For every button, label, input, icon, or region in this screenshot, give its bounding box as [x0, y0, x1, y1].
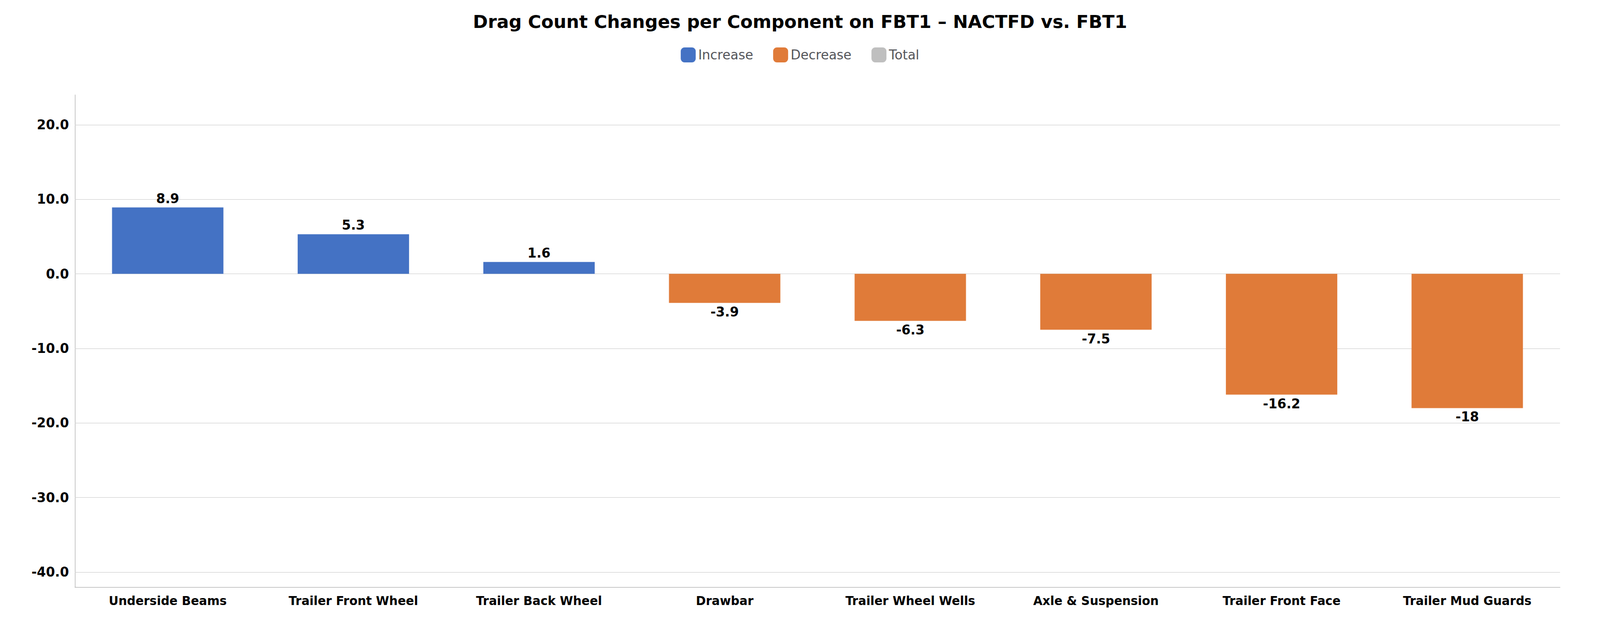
svg-text:Drawbar: Drawbar [695, 594, 754, 609]
svg-text:Total: Total [888, 47, 920, 63]
svg-text:10.0: 10.0 [36, 191, 69, 207]
svg-text:Underside Beams: Underside Beams [108, 594, 227, 609]
svg-text:Trailer Front Wheel: Trailer Front Wheel [288, 594, 418, 609]
svg-text:0.0: 0.0 [45, 266, 69, 282]
svg-text:Trailer Wheel Wells: Trailer Wheel Wells [845, 594, 976, 609]
svg-text:Trailer Mud Guards: Trailer Mud Guards [1402, 594, 1532, 609]
svg-text:-7.5: -7.5 [1081, 331, 1111, 347]
svg-text:Increase: Increase [698, 47, 754, 63]
svg-text:-30.0: -30.0 [31, 490, 69, 506]
svg-text:8.9: 8.9 [156, 191, 180, 207]
svg-text:Drag Count Changes per Compone: Drag Count Changes per Component on FBT1… [472, 11, 1128, 32]
svg-text:-20.0: -20.0 [31, 415, 69, 431]
svg-text:1.6: 1.6 [527, 245, 551, 261]
svg-text:Trailer Back Wheel: Trailer Back Wheel [475, 594, 602, 609]
svg-text:Decrease: Decrease [790, 47, 852, 63]
svg-text:5.3: 5.3 [342, 217, 366, 233]
svg-text:20.0: 20.0 [36, 117, 69, 133]
svg-text:-18: -18 [1455, 409, 1480, 425]
svg-text:Axle & Suspension: Axle & Suspension [1033, 594, 1159, 609]
svg-text:-16.2: -16.2 [1262, 396, 1301, 412]
svg-text:Trailer Front Face: Trailer Front Face [1222, 594, 1341, 609]
svg-text:-10.0: -10.0 [31, 341, 69, 357]
svg-text:-40.0: -40.0 [31, 564, 69, 580]
svg-text:-3.9: -3.9 [710, 304, 740, 320]
svg-text:-6.3: -6.3 [895, 322, 925, 338]
